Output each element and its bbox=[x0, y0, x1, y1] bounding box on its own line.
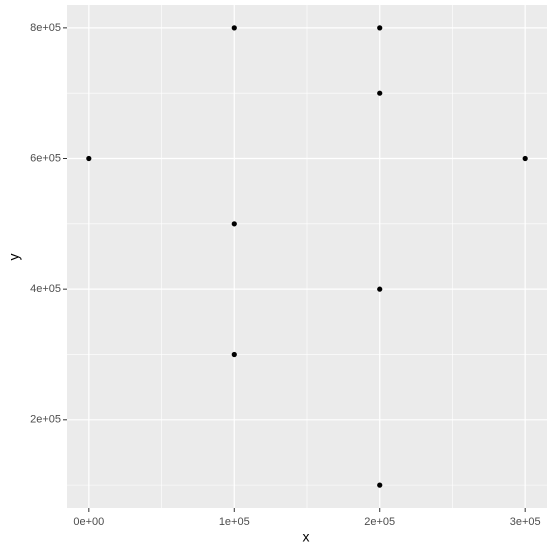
point bbox=[377, 25, 383, 31]
x-tick-label: 2e+05 bbox=[364, 516, 395, 528]
point bbox=[231, 25, 237, 31]
point bbox=[377, 482, 383, 488]
point bbox=[377, 90, 383, 96]
y-tick-label: 6e+05 bbox=[30, 152, 61, 164]
x-tick-label: 0e+00 bbox=[73, 516, 104, 528]
x-tick-label: 3e+05 bbox=[510, 516, 541, 528]
x-tick-label: 1e+05 bbox=[219, 516, 250, 528]
y-tick-label: 8e+05 bbox=[30, 22, 61, 34]
y-tick-label: 2e+05 bbox=[30, 414, 61, 426]
point bbox=[522, 155, 528, 162]
point bbox=[86, 155, 92, 162]
point bbox=[231, 221, 237, 227]
y-tick-label: 4e+05 bbox=[30, 283, 61, 295]
point bbox=[377, 286, 383, 292]
y-axis-title: y bbox=[6, 254, 22, 261]
x-axis-title: x bbox=[303, 529, 310, 545]
point bbox=[231, 351, 237, 358]
